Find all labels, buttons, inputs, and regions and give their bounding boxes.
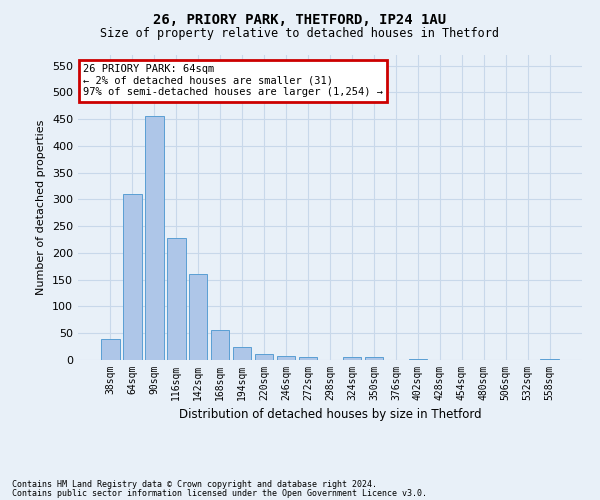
Bar	[541, 359, 559, 360]
Bar	[189, 274, 208, 360]
Bar	[299, 358, 317, 360]
Text: 26 PRIORY PARK: 64sqm
← 2% of detached houses are smaller (31)
97% of semi-detac: 26 PRIORY PARK: 64sqm ← 2% of detached h…	[83, 64, 383, 98]
Bar	[343, 358, 361, 360]
Bar	[255, 354, 274, 360]
Text: Contains HM Land Registry data © Crown copyright and database right 2024.: Contains HM Land Registry data © Crown c…	[12, 480, 377, 489]
Bar	[101, 338, 119, 360]
Bar	[365, 358, 383, 360]
Bar	[123, 194, 142, 360]
Y-axis label: Number of detached properties: Number of detached properties	[37, 120, 46, 295]
Text: 26, PRIORY PARK, THETFORD, IP24 1AU: 26, PRIORY PARK, THETFORD, IP24 1AU	[154, 12, 446, 26]
Bar	[211, 330, 229, 360]
Bar	[233, 346, 251, 360]
Bar	[167, 238, 185, 360]
Text: Size of property relative to detached houses in Thetford: Size of property relative to detached ho…	[101, 28, 499, 40]
Bar	[145, 116, 164, 360]
Bar	[277, 356, 295, 360]
Bar	[409, 359, 427, 360]
X-axis label: Distribution of detached houses by size in Thetford: Distribution of detached houses by size …	[179, 408, 481, 422]
Text: Contains public sector information licensed under the Open Government Licence v3: Contains public sector information licen…	[12, 488, 427, 498]
